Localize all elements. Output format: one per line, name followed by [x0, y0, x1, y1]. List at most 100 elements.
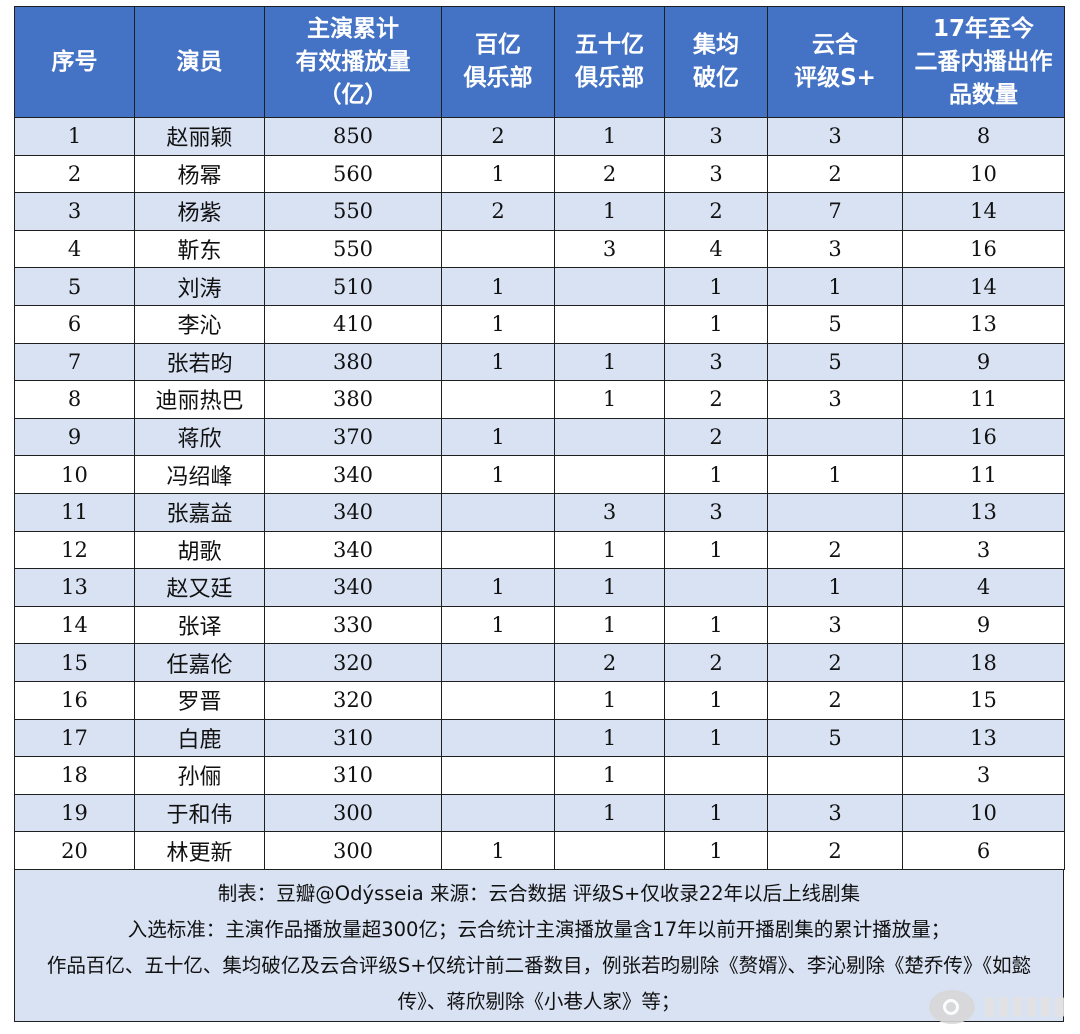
cell-actor: 罗晋 — [134, 680, 265, 720]
table-row: 2 杨幂 560 1 2 3 2 10 — [14, 154, 1065, 194]
cell-club-10b: 1 — [441, 605, 555, 645]
cell-club-5b — [554, 267, 665, 306]
cell-actor: 张嘉益 — [134, 492, 265, 532]
cell-club-10b — [441, 680, 555, 720]
cell-club-5b: 1 — [554, 605, 665, 645]
cell-avg-over-100m: 1 — [664, 831, 768, 870]
cell-club-5b: 1 — [554, 568, 665, 607]
cell-yunhe-s-plus: 3 — [767, 229, 903, 269]
cell-yunhe-s-plus: 3 — [767, 380, 903, 419]
cell-avg-over-100m: 3 — [664, 154, 768, 194]
cell-club-5b — [554, 455, 665, 494]
cell-avg-over-100m: 1 — [664, 304, 768, 344]
cell-works-count: 3 — [902, 530, 1065, 570]
cell-avg-over-100m: 1 — [664, 455, 768, 494]
cell-total-views: 310 — [264, 718, 442, 758]
cell-avg-over-100m: 3 — [664, 342, 768, 382]
cell-club-10b: 1 — [441, 342, 555, 382]
cell-avg-over-100m: 4 — [664, 229, 768, 269]
cell-yunhe-s-plus: 5 — [767, 718, 903, 758]
weibo-logo-icon — [929, 990, 975, 1024]
cell-actor: 白鹿 — [134, 718, 265, 758]
cell-yunhe-s-plus: 2 — [767, 530, 903, 570]
cell-club-10b — [441, 756, 555, 795]
cell-yunhe-s-plus: 5 — [767, 342, 903, 382]
cell-index: 13 — [14, 568, 135, 607]
cell-total-views: 330 — [264, 605, 442, 645]
cell-total-views: 340 — [264, 530, 442, 570]
header-total-views: 主演累计 有效播放量 （亿） — [264, 6, 442, 118]
cell-works-count: 6 — [902, 831, 1065, 870]
cell-index: 16 — [14, 680, 135, 720]
cell-total-views: 320 — [264, 680, 442, 720]
cell-club-5b: 1 — [554, 756, 665, 795]
cell-avg-over-100m: 1 — [664, 605, 768, 645]
cell-club-5b: 1 — [554, 117, 665, 156]
cell-works-count: 3 — [902, 756, 1065, 795]
cell-index: 5 — [14, 267, 135, 306]
table-footnote: 制表：豆瓣@Odýsseia 来源：云合数据 评级S+仅收录22年以后上线剧集 … — [14, 869, 1064, 1022]
header-5b-club: 五十亿 俱乐部 — [554, 6, 665, 118]
header-index: 序号 — [14, 6, 135, 118]
table-row: 4 靳东 550 3 4 3 16 — [14, 229, 1065, 269]
cell-avg-over-100m: 1 — [664, 267, 768, 306]
cell-index: 19 — [14, 793, 135, 833]
cell-works-count: 4 — [902, 568, 1065, 607]
cell-total-views: 300 — [264, 831, 442, 870]
cell-yunhe-s-plus: 3 — [767, 605, 903, 645]
cell-club-5b: 1 — [554, 530, 665, 570]
cell-actor: 李沁 — [134, 304, 265, 344]
cell-avg-over-100m: 2 — [664, 192, 768, 231]
table-row: 14 张译 330 1 1 1 3 9 — [14, 605, 1065, 645]
cell-actor: 冯绍峰 — [134, 455, 265, 494]
cell-club-5b: 1 — [554, 192, 665, 231]
cell-actor: 孙俪 — [134, 756, 265, 795]
table-row: 7 张若昀 380 1 1 3 5 9 — [14, 342, 1065, 382]
cell-club-10b: 1 — [441, 417, 555, 457]
cell-club-10b — [441, 530, 555, 570]
cell-index: 7 — [14, 342, 135, 382]
cell-total-views: 550 — [264, 192, 442, 231]
cell-avg-over-100m — [664, 568, 768, 607]
footnote-criteria: 入选标准：主演作品播放量超300亿；云合统计主演播放量含17年以前开播剧集的累计… — [127, 917, 951, 941]
cell-actor: 于和伟 — [134, 793, 265, 833]
cell-actor: 蒋欣 — [134, 417, 265, 457]
cell-total-views: 380 — [264, 380, 442, 419]
cell-club-10b — [441, 380, 555, 419]
table-row: 16 罗晋 320 1 1 2 15 — [14, 680, 1065, 720]
cell-club-10b: 1 — [441, 831, 555, 870]
cell-yunhe-s-plus: 2 — [767, 831, 903, 870]
cell-avg-over-100m: 2 — [664, 380, 768, 419]
cell-club-5b: 2 — [554, 154, 665, 194]
cell-works-count: 18 — [902, 643, 1065, 682]
cell-club-10b: 1 — [441, 267, 555, 306]
cell-works-count: 10 — [902, 793, 1065, 833]
table-row: 1 赵丽颖 850 2 1 3 3 8 — [14, 117, 1065, 156]
cell-club-10b — [441, 229, 555, 269]
cell-club-10b — [441, 643, 555, 682]
cell-total-views: 340 — [264, 455, 442, 494]
cell-works-count: 8 — [902, 117, 1065, 156]
table-row: 8 迪丽热巴 380 1 2 3 11 — [14, 380, 1065, 419]
cell-yunhe-s-plus: 1 — [767, 568, 903, 607]
cell-index: 12 — [14, 530, 135, 570]
cell-total-views: 340 — [264, 492, 442, 532]
table-row: 17 白鹿 310 1 1 5 13 — [14, 718, 1065, 758]
cell-actor: 杨紫 — [134, 192, 265, 231]
table-row: 19 于和伟 300 1 1 3 10 — [14, 793, 1065, 833]
cell-works-count: 14 — [902, 267, 1065, 306]
header-works-since-2017: 17年至今 二番内播出作 品数量 — [902, 6, 1065, 118]
cell-index: 10 — [14, 455, 135, 494]
cell-index: 20 — [14, 831, 135, 870]
cell-club-5b — [554, 831, 665, 870]
cell-club-10b — [441, 492, 555, 532]
cell-works-count: 11 — [902, 455, 1065, 494]
cell-club-5b: 1 — [554, 793, 665, 833]
cell-total-views: 300 — [264, 793, 442, 833]
cell-club-5b: 1 — [554, 380, 665, 419]
cell-club-10b: 2 — [441, 117, 555, 156]
cell-total-views: 560 — [264, 154, 442, 194]
cell-actor: 刘涛 — [134, 267, 265, 306]
cell-total-views: 850 — [264, 117, 442, 156]
table-row: 18 孙俪 310 1 3 — [14, 756, 1065, 795]
